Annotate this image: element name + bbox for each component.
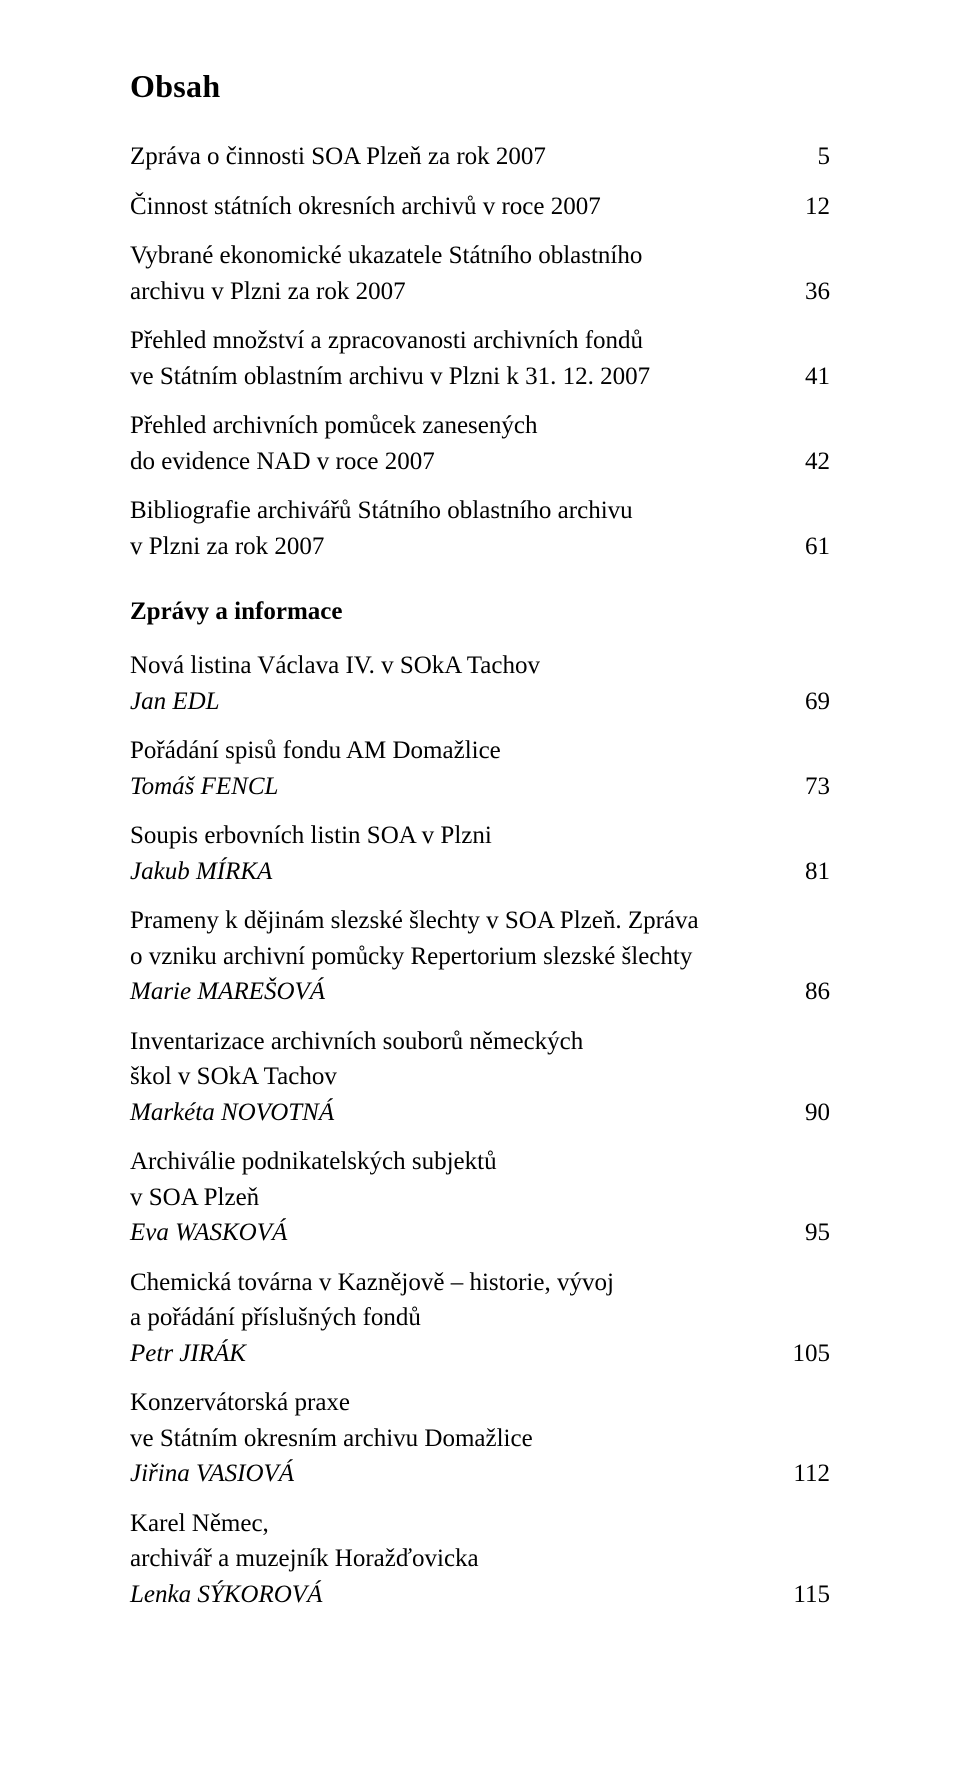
toc-entry: Bibliografie archivářů Státního oblastní… xyxy=(130,493,830,564)
toc-entry-page: 86 xyxy=(782,974,830,1010)
toc-entry-author: Marie MAREŠOVÁ xyxy=(130,978,325,1005)
toc-entry-text: Prameny k dějinám slezské šlechty v SOA … xyxy=(130,903,782,1010)
toc-entry: Přehled množství a zpracovanosti archivn… xyxy=(130,323,830,394)
toc-entry: Archiválie podnikatelských subjektův SOA… xyxy=(130,1144,830,1251)
document-page: Obsah Zpráva o činnosti SOA Plzeň za rok… xyxy=(0,0,960,1770)
toc-entry-author: Jan EDL xyxy=(130,688,220,715)
toc-entry-author: Lenka SÝKOROVÁ xyxy=(130,1581,322,1608)
toc-entry: Pořádání spisů fondu AM DomažliceTomáš F… xyxy=(130,733,830,804)
section-heading: Zprávy a informace xyxy=(130,598,830,626)
toc-entry-author: Eva WASKOVÁ xyxy=(130,1219,287,1246)
toc-entry-text: Chemická továrna v Kaznějově – historie,… xyxy=(130,1265,782,1372)
toc-entry: Nová listina Václava IV. v SOkA TachovJa… xyxy=(130,648,830,719)
toc-entry-page: 95 xyxy=(782,1215,830,1251)
toc-entry-text: Činnost státních okresních archivů v roc… xyxy=(130,189,782,225)
toc-entry-text: Přehled archivních pomůcek zanesenýchdo … xyxy=(130,408,782,479)
toc-entry: Soupis erbovních listin SOA v PlzniJakub… xyxy=(130,818,830,889)
toc-entry-text: Přehled množství a zpracovanosti archivn… xyxy=(130,323,782,394)
toc-entry-page: 115 xyxy=(782,1577,830,1613)
toc-entry-text: Soupis erbovních listin SOA v PlzniJakub… xyxy=(130,818,782,889)
toc-entry: Prameny k dějinám slezské šlechty v SOA … xyxy=(130,903,830,1010)
toc-entry-text: Pořádání spisů fondu AM DomažliceTomáš F… xyxy=(130,733,782,804)
toc-entry-page: 73 xyxy=(782,769,830,805)
toc-entry-text: Vybrané ekonomické ukazatele Státního ob… xyxy=(130,238,782,309)
page-title: Obsah xyxy=(130,68,830,105)
toc-top-section: Zpráva o činnosti SOA Plzeň za rok 20075… xyxy=(130,139,830,564)
toc-entry: Činnost státních okresních archivů v roc… xyxy=(130,189,830,225)
toc-entry-page: 105 xyxy=(782,1336,830,1372)
toc-entry-text: Bibliografie archivářů Státního oblastní… xyxy=(130,493,782,564)
toc-entry-page: 42 xyxy=(782,444,830,480)
toc-entry-author: Tomáš FENCL xyxy=(130,773,278,800)
toc-entry: Chemická továrna v Kaznějově – historie,… xyxy=(130,1265,830,1372)
toc-entry-text: Zpráva o činnosti SOA Plzeň za rok 2007 xyxy=(130,139,782,175)
toc-entry-text: Inventarizace archivních souborů německý… xyxy=(130,1024,782,1131)
toc-entry-page: 5 xyxy=(782,139,830,175)
toc-entry-page: 69 xyxy=(782,684,830,720)
toc-entry: Konzervátorská praxeve Státním okresním … xyxy=(130,1385,830,1492)
toc-entry-text: Konzervátorská praxeve Státním okresním … xyxy=(130,1385,782,1492)
toc-entry-page: 81 xyxy=(782,854,830,890)
toc-entry-text: Karel Němec,archivář a muzejník Horažďov… xyxy=(130,1506,782,1613)
toc-entry-page: 90 xyxy=(782,1095,830,1131)
toc-entry-text: Archiválie podnikatelských subjektův SOA… xyxy=(130,1144,782,1251)
toc-entry: Vybrané ekonomické ukazatele Státního ob… xyxy=(130,238,830,309)
toc-entry: Zpráva o činnosti SOA Plzeň za rok 20075 xyxy=(130,139,830,175)
toc-entry-text: Nová listina Václava IV. v SOkA TachovJa… xyxy=(130,648,782,719)
toc-entry-author: Jakub MÍRKA xyxy=(130,858,272,885)
toc-entry-page: 112 xyxy=(782,1456,830,1492)
toc-entry-author: Petr JIRÁK xyxy=(130,1340,246,1367)
toc-entry-author: Jiřina VASIOVÁ xyxy=(130,1460,294,1487)
toc-entry: Karel Němec,archivář a muzejník Horažďov… xyxy=(130,1506,830,1613)
toc-section: Nová listina Václava IV. v SOkA TachovJa… xyxy=(130,648,830,1612)
toc-entry: Přehled archivních pomůcek zanesenýchdo … xyxy=(130,408,830,479)
toc-entry-page: 41 xyxy=(782,359,830,395)
toc-entry: Inventarizace archivních souborů německý… xyxy=(130,1024,830,1131)
toc-entry-page: 36 xyxy=(782,274,830,310)
toc-entry-author: Markéta NOVOTNÁ xyxy=(130,1099,334,1126)
toc-entry-page: 61 xyxy=(782,529,830,565)
toc-entry-page: 12 xyxy=(782,189,830,225)
